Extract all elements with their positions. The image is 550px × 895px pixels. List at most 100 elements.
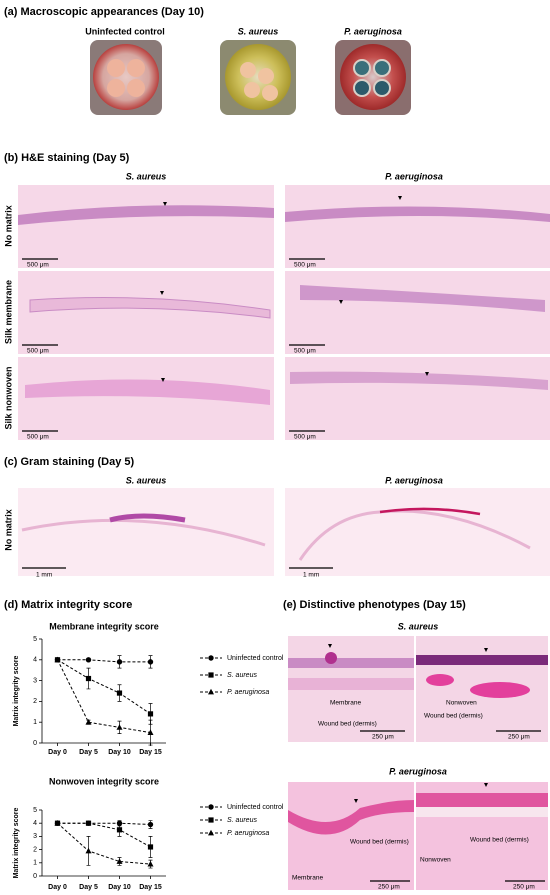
y-tick-label: 3 <box>33 833 37 840</box>
marker <box>208 804 214 810</box>
x-tick-label: Day 10 <box>108 749 131 756</box>
marker <box>208 688 214 695</box>
y-tick-label: 1 <box>33 719 37 726</box>
x-tick-label: Day 0 <box>48 749 67 756</box>
section-title: S. aureus <box>398 621 439 631</box>
column-header: S. aureus <box>126 171 167 181</box>
annotation: Wound bed (dermis) <box>318 721 377 728</box>
charts: Membrane integrity score Matrix integrity… <box>13 621 284 890</box>
annotation: Membrane <box>292 875 323 882</box>
marker <box>85 657 92 663</box>
column-header: P. aeruginosa <box>385 475 443 485</box>
x-tick-label: Day 10 <box>108 884 131 891</box>
marker <box>85 675 92 682</box>
legend-label: Uninfected control <box>227 804 284 811</box>
marker <box>147 844 154 850</box>
marker <box>54 820 61 826</box>
gram-images <box>18 488 550 576</box>
column-header: P. aeruginosa <box>385 171 443 181</box>
y-tick-label: 5 <box>33 807 37 814</box>
marker <box>208 672 214 678</box>
row-label: Silk nonwoven <box>3 366 13 429</box>
he-images <box>18 185 550 440</box>
x-tick-label: Day 15 <box>139 884 162 891</box>
legend-label: P. aeruginosa <box>227 830 269 837</box>
marker <box>208 817 214 823</box>
scale-label: 250 μm <box>372 734 394 741</box>
series-line <box>57 659 151 663</box>
scale-label: 1 mm <box>36 572 52 579</box>
chart-title: Nonwoven integrity score <box>49 776 159 786</box>
scale-label: 500 μm <box>294 348 316 355</box>
y-tick-label: 4 <box>33 657 37 664</box>
annotation: Nonwoven <box>420 857 451 864</box>
x-tick-label: Day 15 <box>139 749 162 756</box>
row-label: No matrix <box>3 205 13 247</box>
legend-label: S. aureus <box>227 817 257 824</box>
annotation: Wound bed (dermis) <box>424 713 483 720</box>
marker <box>116 827 123 833</box>
y-tick-label: 4 <box>33 820 37 827</box>
scale-label: 250 μm <box>508 734 530 741</box>
x-tick-label: Day 5 <box>79 884 98 891</box>
scale-label: 500 μm <box>294 434 316 441</box>
dish-photos <box>90 40 411 115</box>
panel-title: (e) Distinctive phenotypes (Day 15) <box>283 599 466 611</box>
panel-title: (b) H&E staining (Day 5) <box>4 152 130 164</box>
marker <box>85 820 92 826</box>
scale-label: 500 μm <box>294 262 316 269</box>
marker <box>208 829 214 836</box>
marker <box>85 719 92 725</box>
x-tick-label: Day 0 <box>48 884 67 891</box>
series-line <box>57 822 151 865</box>
chart-title: Membrane integrity score <box>49 621 159 631</box>
scale-bars <box>22 258 325 432</box>
legend-label: P. aeruginosa <box>227 689 269 696</box>
marker <box>147 860 154 867</box>
marker <box>147 659 154 665</box>
section-title: P. aeruginosa <box>389 766 447 776</box>
y-axis-label: Matrix integrity score <box>13 807 20 878</box>
scale-label: 1 mm <box>303 572 319 579</box>
annotation: Wound bed (dermis) <box>470 837 529 844</box>
y-tick-label: 0 <box>33 873 37 880</box>
marker <box>116 690 123 696</box>
scale-label: 500 μm <box>27 434 49 441</box>
y-axis-label: Matrix integrity score <box>13 655 20 726</box>
photo-label: P. aeruginosa <box>344 26 402 36</box>
x-tick-label: Day 5 <box>79 749 98 756</box>
photo-label: S. aureus <box>238 26 279 36</box>
y-tick-label: 0 <box>33 740 37 747</box>
y-tick-label: 2 <box>33 698 37 705</box>
annotation: Membrane <box>330 700 361 707</box>
y-tick-label: 1 <box>33 860 37 867</box>
marker <box>85 847 92 854</box>
scale-label: 500 μm <box>27 348 49 355</box>
annotation: Wound bed (dermis) <box>350 839 409 846</box>
row-label: No matrix <box>3 509 13 551</box>
phenotype-images <box>288 636 548 890</box>
marker <box>116 659 123 665</box>
panel-title: (d) Matrix integrity score <box>4 599 132 611</box>
panel-title: (c) Gram staining (Day 5) <box>4 456 135 468</box>
marker <box>147 821 154 828</box>
y-tick-label: 5 <box>33 636 37 643</box>
legend-label: S. aureus <box>227 672 257 679</box>
column-header: S. aureus <box>126 475 167 485</box>
series-line <box>57 659 151 734</box>
row-label: Silk membrane <box>3 280 13 344</box>
marker <box>116 724 123 730</box>
marker <box>208 655 214 661</box>
legend-label: Uninfected control <box>227 655 284 662</box>
marker <box>116 858 123 864</box>
marker <box>147 729 154 735</box>
scale-label: 500 μm <box>27 262 49 269</box>
photo-label: Uninfected control <box>85 26 165 36</box>
marker <box>54 656 61 663</box>
scale-label: 250 μm <box>513 884 535 891</box>
series-line <box>57 822 151 848</box>
annotation: Nonwoven <box>446 700 477 707</box>
marker <box>147 711 154 717</box>
scale-label: 250 μm <box>378 884 400 891</box>
